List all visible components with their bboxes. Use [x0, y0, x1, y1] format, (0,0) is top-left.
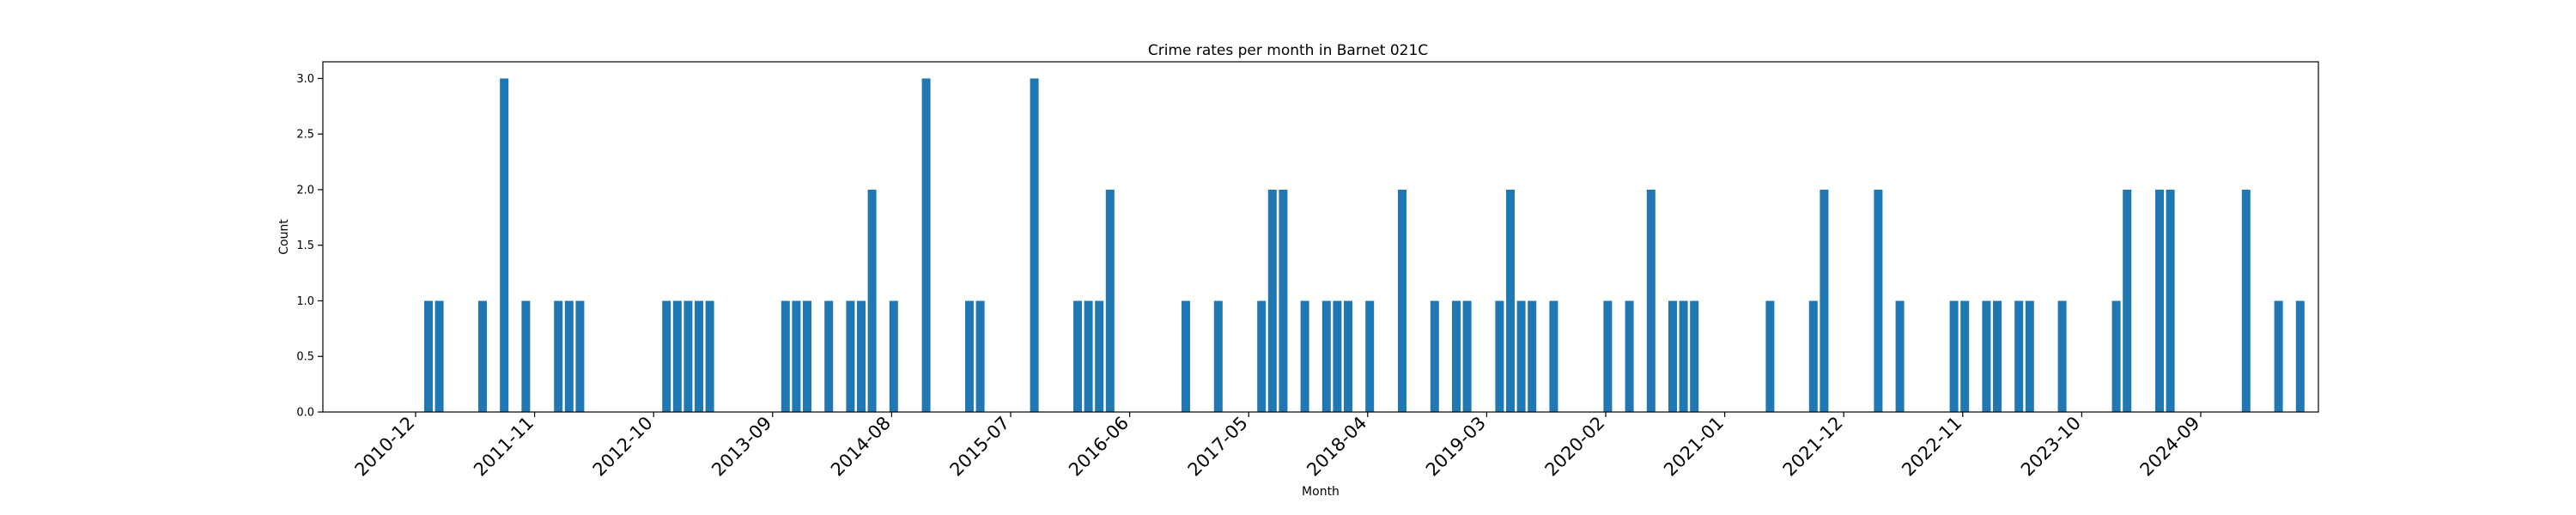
bar — [921, 78, 931, 413]
bar — [1398, 190, 1406, 412]
bar — [1690, 300, 1699, 412]
bar — [824, 300, 834, 412]
bar — [2025, 300, 2034, 412]
bar — [424, 300, 433, 412]
bar — [1095, 300, 1104, 412]
bar — [846, 300, 855, 412]
bar — [1808, 300, 1818, 412]
bar — [1267, 190, 1277, 412]
bar — [1300, 300, 1309, 412]
bar — [2274, 300, 2283, 412]
bar — [1625, 300, 1634, 412]
bar — [683, 300, 693, 412]
bar — [1213, 300, 1223, 412]
bar — [1321, 300, 1331, 412]
bar — [1506, 190, 1515, 412]
bar — [1993, 300, 2002, 412]
bar — [1949, 300, 1959, 412]
bar — [1516, 300, 1526, 412]
bar — [1820, 190, 1829, 412]
bars-group — [424, 78, 2305, 413]
bar — [1333, 300, 1342, 412]
bar — [1495, 300, 1504, 412]
bar — [564, 300, 574, 412]
bar — [1365, 300, 1375, 412]
bar — [672, 300, 682, 412]
y-tick-label: 2.5 — [296, 129, 314, 142]
y-tick-label: 3.0 — [296, 73, 314, 86]
bar — [2241, 190, 2251, 412]
bar — [1452, 300, 1461, 412]
bar — [1528, 300, 1537, 412]
bar — [434, 300, 444, 412]
bar — [1549, 300, 1558, 412]
y-tick-label: 1.5 — [296, 239, 314, 252]
bar — [965, 300, 974, 412]
bar — [1603, 300, 1613, 412]
bar — [500, 78, 509, 413]
bar — [575, 300, 585, 412]
bar — [705, 300, 714, 412]
y-axis: 0.0 0.5 1.0 1.5 2.0 2.5 3.0 — [296, 73, 323, 420]
bar — [2166, 190, 2175, 412]
bar — [2014, 300, 2024, 412]
y-axis-label: Count — [277, 219, 291, 255]
bar — [1874, 190, 1883, 412]
y-tick-label: 2.0 — [296, 184, 314, 197]
bar — [1073, 300, 1082, 412]
bar — [803, 300, 811, 412]
bar — [1960, 300, 1970, 412]
bar — [1279, 190, 1288, 412]
bar — [1668, 300, 1677, 412]
bar — [1344, 300, 1352, 412]
bar — [1084, 300, 1093, 412]
bar — [889, 300, 898, 412]
bar — [792, 300, 801, 412]
bar — [1430, 300, 1439, 412]
bar — [2123, 190, 2132, 412]
bar — [1105, 190, 1115, 412]
bar — [1646, 190, 1656, 412]
bar — [521, 300, 531, 412]
bar — [1982, 300, 1991, 412]
bar — [2111, 300, 2121, 412]
chart-title: Crime rates per month in Barnet 021C — [1148, 42, 1428, 59]
bar — [857, 300, 866, 412]
bar — [695, 300, 703, 412]
bar — [478, 300, 487, 412]
bar — [1182, 300, 1190, 412]
y-tick-label: 0.5 — [296, 351, 314, 364]
bar — [554, 300, 563, 412]
bar — [1462, 300, 1472, 412]
plot-frame — [322, 61, 2319, 413]
bar — [867, 190, 877, 412]
bar — [662, 300, 671, 412]
x-axis-label: Month — [1302, 485, 1340, 499]
y-tick-label: 0.0 — [296, 407, 314, 420]
bar — [1679, 300, 1688, 412]
bar — [1030, 78, 1039, 413]
y-tick-label: 1.0 — [296, 295, 314, 308]
bar — [2155, 190, 2164, 412]
bar — [1257, 300, 1267, 412]
bar — [781, 300, 790, 412]
bar — [1895, 300, 1905, 412]
bar — [1765, 300, 1775, 412]
bar — [2057, 300, 2067, 412]
bar — [2295, 300, 2305, 412]
bar — [975, 300, 985, 412]
